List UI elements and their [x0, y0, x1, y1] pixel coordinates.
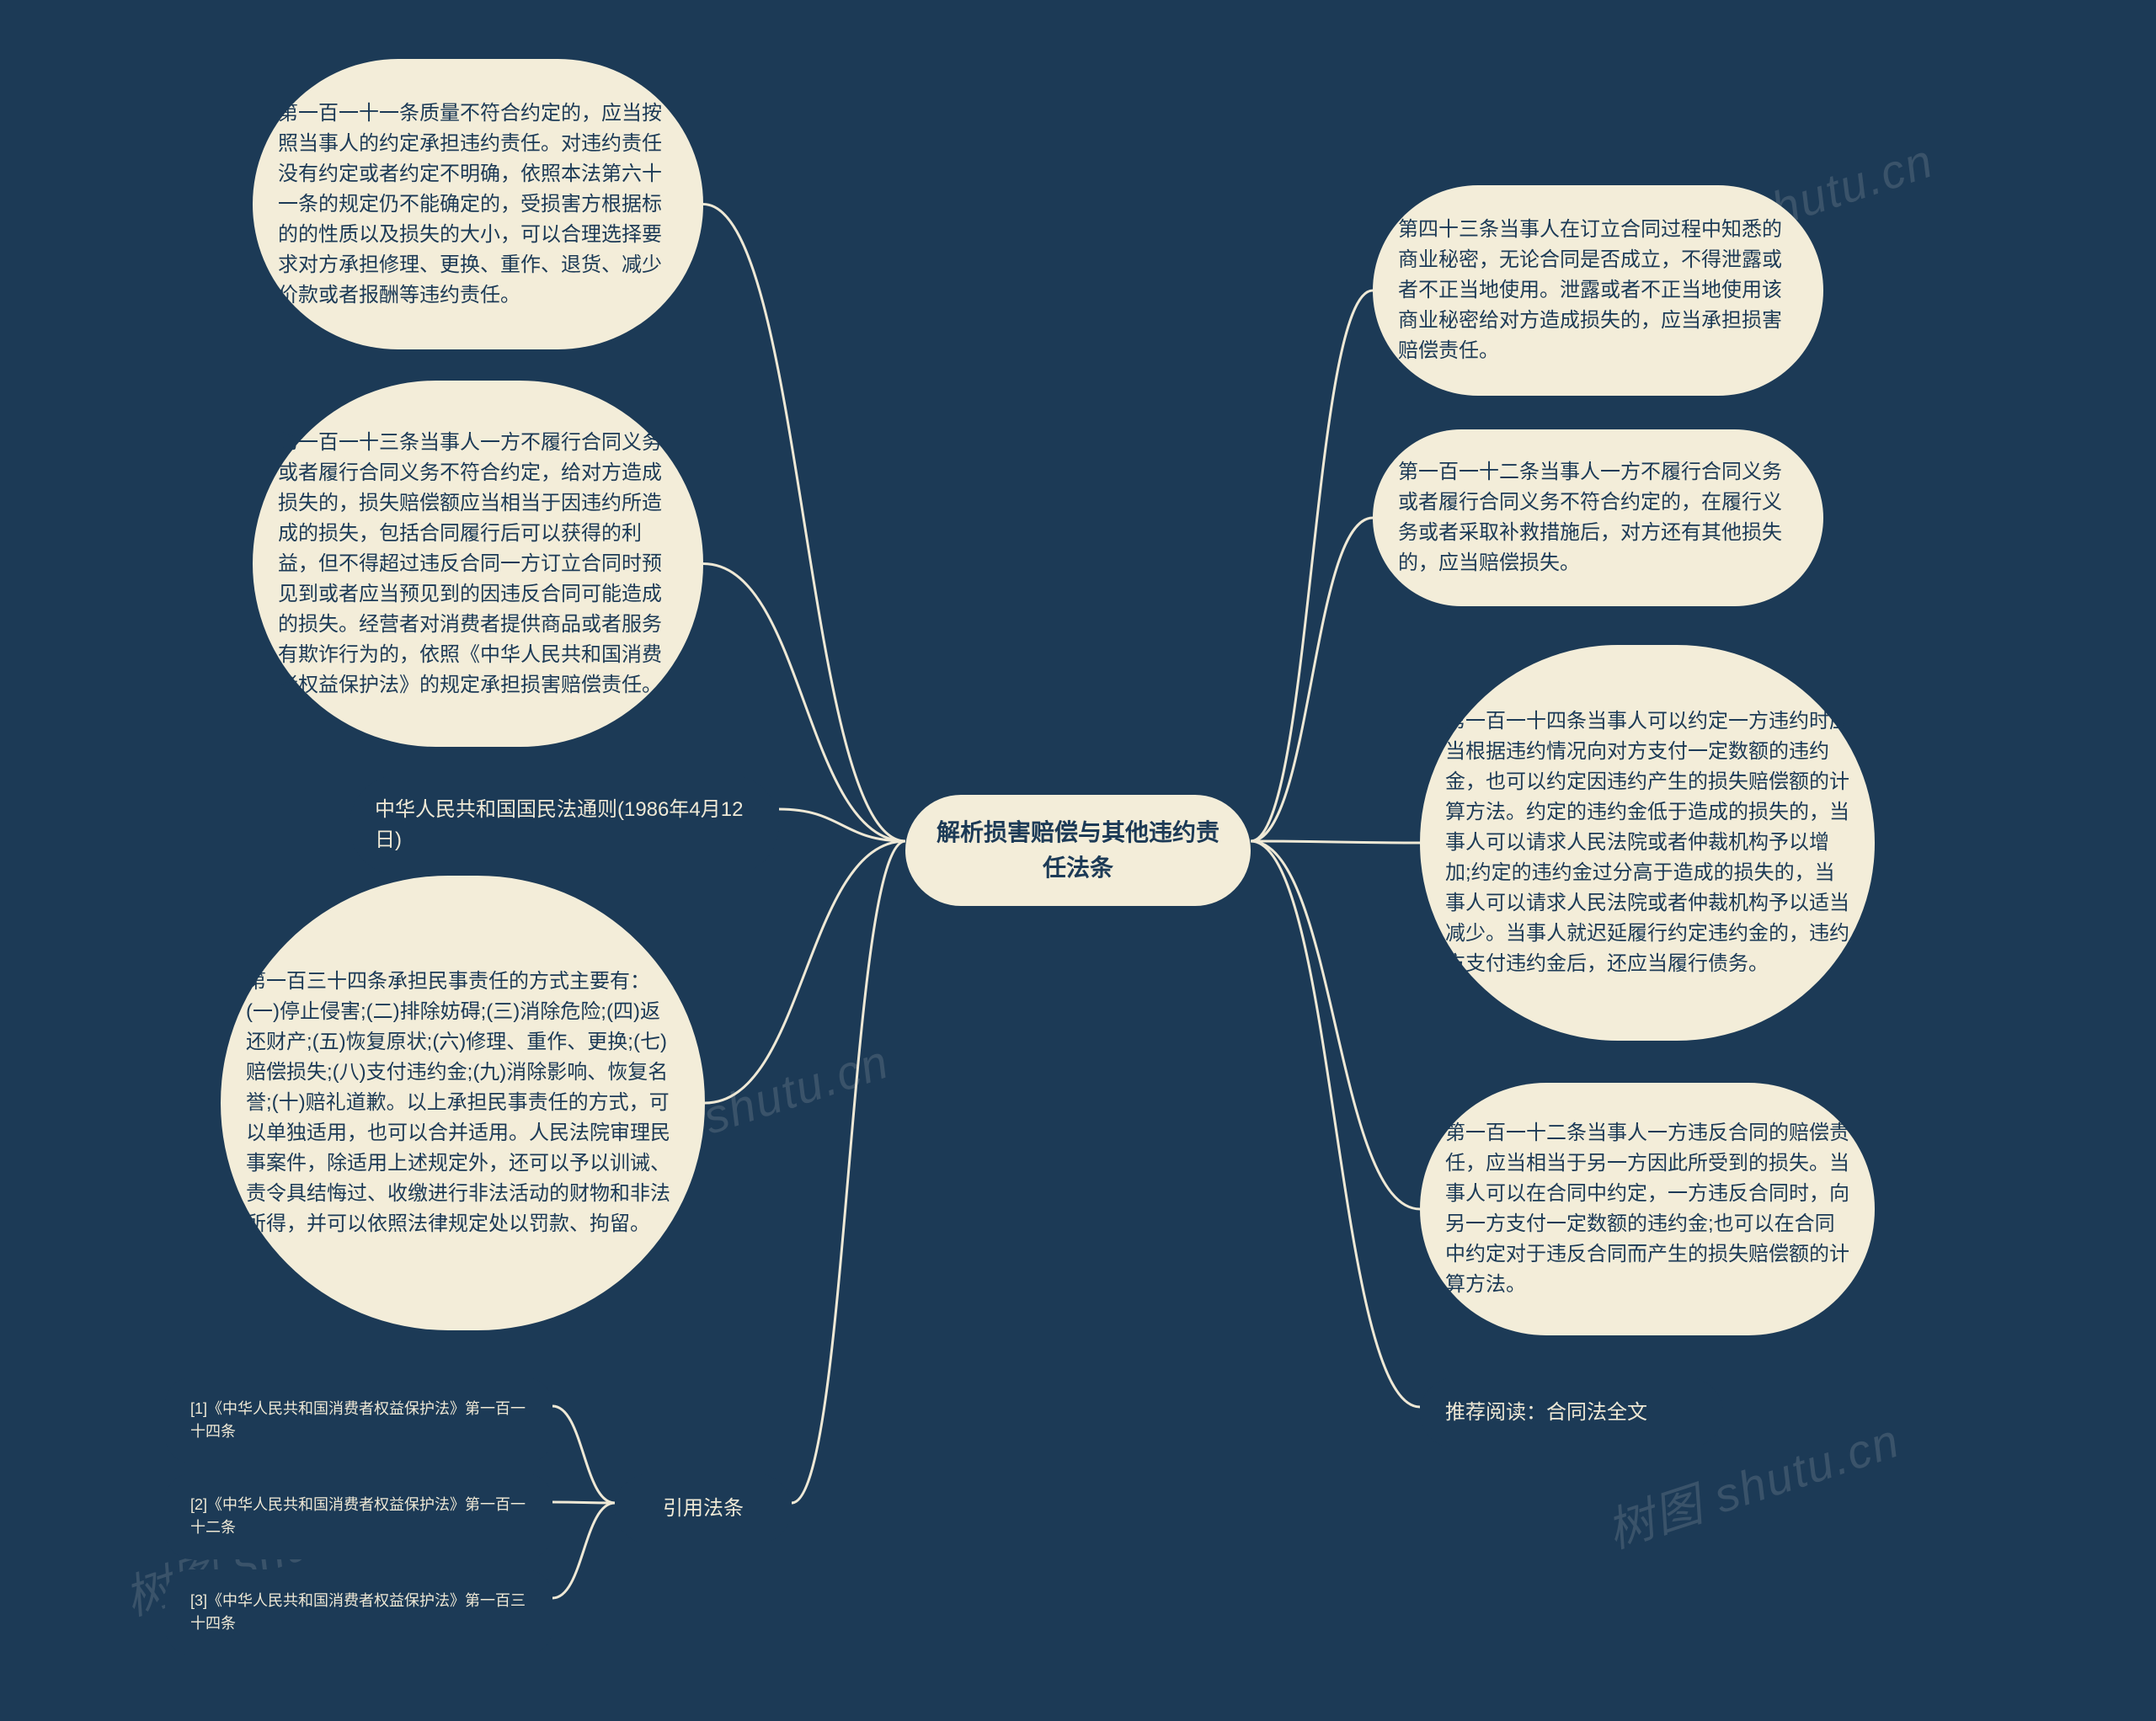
node-l5a: [1]《中华人民共和国消费者权益保护法》第一百一十四条 [165, 1377, 552, 1463]
edge [705, 841, 905, 1103]
node-center: 解析损害赔偿与其他违约责任法条 [905, 795, 1251, 906]
edge [552, 1406, 615, 1503]
edge [779, 809, 905, 841]
node-text: 引用法条 [663, 1494, 744, 1524]
node-r3: 第一百一十四条当事人可以约定一方违约时应当根据违约情况向对方支付一定数额的违约金… [1420, 645, 1875, 1041]
node-l1: 第一百一十一条质量不符合约定的，应当按照当事人的约定承担违约责任。对违约责任没有… [253, 59, 703, 349]
node-text: 第一百一十一条质量不符合约定的，应当按照当事人的约定承担违约责任。对违约责任没有… [278, 99, 678, 311]
node-text: 第四十三条当事人在订立合同过程中知悉的商业秘密，无论合同是否成立，不得泄露或者不… [1398, 215, 1798, 366]
node-l4: 第一百三十四条承担民事责任的方式主要有：(一)停止侵害;(二)排除妨碍;(三)消… [221, 876, 705, 1330]
node-r5: 推荐阅读：合同法全文 [1420, 1377, 1723, 1448]
edge [1251, 518, 1373, 841]
node-l5b: [2]《中华人民共和国消费者权益保护法》第一百一十二条 [165, 1473, 552, 1559]
edge [792, 841, 905, 1503]
edge [552, 1502, 615, 1503]
edge [1251, 290, 1373, 841]
node-text: 第一百一十四条当事人可以约定一方违约时应当根据违约情况向对方支付一定数额的违约金… [1445, 706, 1849, 979]
mindmap-canvas: 树图 shutu.cn树图 shutu.cn树图 shutu.cn树图 shut… [0, 0, 2156, 1721]
node-text: [3]《中华人民共和国消费者权益保护法》第一百三十四条 [190, 1590, 527, 1635]
edge [552, 1503, 615, 1598]
edge [1251, 841, 1420, 1407]
node-r1: 第四十三条当事人在订立合同过程中知悉的商业秘密，无论合同是否成立，不得泄露或者不… [1373, 185, 1823, 396]
node-text: 第一百一十三条当事人一方不履行合同义务或者履行合同义务不符合约定，给对方造成损失… [278, 428, 678, 701]
node-l5c: [3]《中华人民共和国消费者权益保护法》第一百三十四条 [165, 1569, 552, 1655]
node-text: 中华人民共和国国民法通则(1986年4月12日) [375, 795, 754, 855]
node-text: [1]《中华人民共和国消费者权益保护法》第一百一十四条 [190, 1398, 527, 1443]
node-text: [2]《中华人民共和国消费者权益保护法》第一百一十二条 [190, 1494, 527, 1539]
edge [1251, 841, 1420, 843]
node-text: 解析损害赔偿与其他违约责任法条 [931, 815, 1225, 886]
node-l2: 第一百一十三条当事人一方不履行合同义务或者履行合同义务不符合约定，给对方造成损失… [253, 381, 703, 747]
node-l3: 中华人民共和国国民法通则(1986年4月12日) [350, 775, 779, 876]
edge [1251, 841, 1420, 1209]
edge [703, 205, 905, 842]
node-text: 第一百一十二条当事人一方不履行合同义务或者履行合同义务不符合约定的，在履行义务或… [1398, 457, 1798, 578]
node-l5: 引用法条 [615, 1473, 792, 1544]
node-r4: 第一百一十二条当事人一方违反合同的赔偿责任，应当相当于另一方因此所受到的损失。当… [1420, 1083, 1875, 1335]
node-text: 推荐阅读：合同法全文 [1445, 1398, 1647, 1428]
node-r2: 第一百一十二条当事人一方不履行合同义务或者履行合同义务不符合约定的，在履行义务或… [1373, 429, 1823, 606]
node-text: 第一百一十二条当事人一方违反合同的赔偿责任，应当相当于另一方因此所受到的损失。当… [1445, 1118, 1849, 1300]
node-text: 第一百三十四条承担民事责任的方式主要有：(一)停止侵害;(二)排除妨碍;(三)消… [246, 967, 680, 1239]
